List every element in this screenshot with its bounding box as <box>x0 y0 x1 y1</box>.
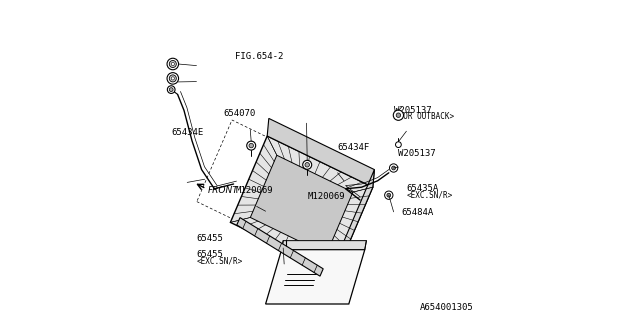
Circle shape <box>396 142 401 148</box>
Text: W205137: W205137 <box>398 149 436 158</box>
Text: FRONT: FRONT <box>207 186 238 195</box>
Circle shape <box>168 86 175 93</box>
Circle shape <box>169 88 173 92</box>
Text: 65484A: 65484A <box>402 208 434 217</box>
Circle shape <box>249 143 253 148</box>
Text: M120069: M120069 <box>236 186 273 195</box>
Circle shape <box>169 75 177 82</box>
Text: A654001305: A654001305 <box>420 303 474 312</box>
Text: 65434E: 65434E <box>171 128 204 137</box>
Text: 65434F: 65434F <box>338 143 370 152</box>
Text: 65455: 65455 <box>197 250 223 259</box>
Polygon shape <box>266 250 365 304</box>
Circle shape <box>167 58 179 70</box>
Circle shape <box>305 163 310 167</box>
Polygon shape <box>282 241 366 250</box>
Circle shape <box>393 110 404 120</box>
Circle shape <box>172 62 174 66</box>
Text: <FOR OUTBACK>: <FOR OUTBACK> <box>394 112 454 121</box>
Text: 654070: 654070 <box>224 109 256 118</box>
Circle shape <box>387 193 390 197</box>
Text: <EXC.SN/R>: <EXC.SN/R> <box>406 191 452 200</box>
Circle shape <box>167 73 179 84</box>
Circle shape <box>389 164 398 172</box>
Circle shape <box>385 191 393 199</box>
Text: 65435A: 65435A <box>406 184 438 193</box>
Circle shape <box>396 113 401 117</box>
Circle shape <box>247 141 255 150</box>
Polygon shape <box>336 170 374 274</box>
Text: W205137: W205137 <box>394 106 431 115</box>
Circle shape <box>169 60 177 68</box>
Polygon shape <box>250 155 353 254</box>
Text: FIG.654-2: FIG.654-2 <box>235 52 283 60</box>
Polygon shape <box>268 118 374 187</box>
Circle shape <box>392 166 396 170</box>
Circle shape <box>303 160 312 169</box>
Text: 65455: 65455 <box>197 234 223 243</box>
Text: M120069: M120069 <box>307 192 345 201</box>
Polygon shape <box>230 136 372 274</box>
Text: <EXC.SN/R>: <EXC.SN/R> <box>197 256 243 265</box>
Circle shape <box>172 77 174 80</box>
Polygon shape <box>237 218 323 276</box>
